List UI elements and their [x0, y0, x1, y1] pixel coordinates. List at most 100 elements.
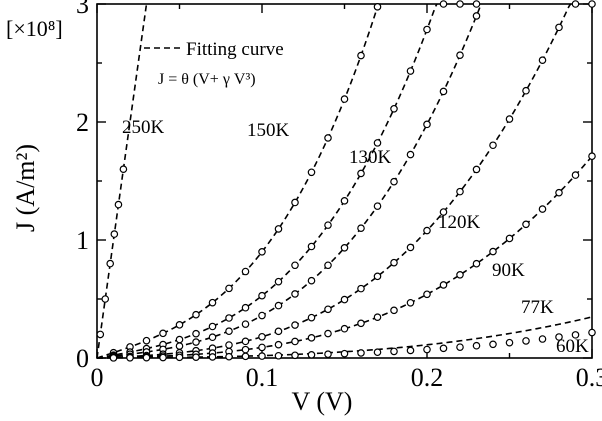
- data-point-150k: [307, 168, 316, 177]
- data-point-60k: [588, 328, 596, 337]
- data-point-77k: [555, 188, 563, 197]
- data-point-60k: [142, 353, 151, 362]
- data-point-130k: [258, 291, 266, 300]
- data-point-130k: [175, 335, 184, 344]
- data-point-130k: [472, 0, 481, 8]
- data-point-77k: [505, 234, 514, 243]
- data-point-77k: [373, 313, 382, 321]
- data-point-90k: [456, 187, 464, 196]
- data-point-60k: [307, 351, 316, 359]
- data-point-250k: [119, 165, 128, 174]
- data-point-120k: [456, 51, 464, 60]
- data-point-60k: [538, 335, 547, 343]
- data-point-60k: [555, 333, 563, 341]
- data-point-150k: [241, 267, 250, 276]
- data-point-77k: [324, 329, 332, 338]
- data-point-120k: [406, 150, 415, 159]
- series-label-60k: 60K: [556, 336, 589, 357]
- data-point-77k: [291, 337, 299, 346]
- data-point-60k: [406, 346, 415, 355]
- data-point-150k: [175, 321, 184, 329]
- y-axis-label: J (A/m²): [11, 144, 40, 232]
- data-point-130k: [241, 303, 250, 312]
- data-point-130k: [357, 169, 365, 178]
- data-point-60k: [373, 348, 382, 357]
- series-label-120k: 120K: [438, 212, 481, 233]
- data-point-77k: [588, 152, 596, 161]
- data-point-77k: [307, 334, 316, 342]
- data-point-90k: [291, 321, 299, 329]
- data-point-90k: [357, 284, 365, 293]
- data-point-60k: [522, 337, 530, 345]
- data-point-150k: [291, 198, 299, 207]
- series-label-130k: 130K: [349, 147, 392, 168]
- data-point-60k: [505, 338, 514, 347]
- series-label-90k: 90K: [492, 260, 525, 281]
- data-point-130k: [225, 314, 233, 322]
- data-point-90k: [373, 272, 382, 281]
- data-point-90k: [538, 56, 547, 64]
- data-point-90k: [571, 0, 580, 8]
- data-point-130k: [291, 261, 299, 270]
- y-tick-label: 1: [76, 226, 89, 255]
- data-point-130k: [456, 0, 464, 8]
- data-point-120k: [439, 87, 448, 96]
- data-point-60k: [571, 331, 580, 339]
- data-point-150k: [192, 310, 200, 319]
- fit-curve-250k: [96, 3, 149, 359]
- data-point-60k: [439, 344, 448, 353]
- axes: 0 0.1 0.2 0.3 0 1 2 3: [76, 0, 602, 392]
- data-point-150k: [258, 248, 266, 256]
- data-point-150k: [159, 329, 167, 338]
- data-point-250k: [106, 259, 115, 268]
- data-point-90k: [307, 313, 316, 322]
- x-tick-label: 0.2: [411, 363, 444, 392]
- data-point-120k: [208, 333, 217, 342]
- data-point-77k: [571, 171, 580, 179]
- data-point-130k: [324, 221, 332, 229]
- data-point-60k: [390, 347, 398, 356]
- data-point-120k: [307, 276, 316, 285]
- data-point-77k: [522, 220, 530, 229]
- data-point-120k: [423, 120, 431, 129]
- data-point-60k: [225, 352, 233, 361]
- data-point-90k: [505, 115, 514, 123]
- data-point-90k: [423, 226, 431, 235]
- data-point-60k: [472, 341, 481, 350]
- data-point-130k: [192, 329, 200, 338]
- data-point-77k: [274, 340, 283, 349]
- data-point-130k: [274, 277, 283, 286]
- data-point-120k: [225, 327, 233, 336]
- data-point-90k: [472, 165, 481, 174]
- data-point-77k: [489, 247, 497, 256]
- series-label-250k: 250K: [122, 117, 165, 138]
- data-point-60k: [456, 343, 464, 351]
- data-point-90k: [555, 23, 563, 32]
- y-tick-label: 3: [76, 0, 89, 19]
- data-point-60k: [340, 349, 349, 358]
- fit-curve-150k: [96, 3, 380, 359]
- data-point-77k: [390, 306, 398, 315]
- data-point-60k: [192, 353, 200, 361]
- series-label-77k: 77K: [521, 297, 554, 318]
- data-point-120k: [390, 177, 398, 186]
- data-point-60k: [208, 353, 217, 361]
- data-point-250k: [110, 230, 119, 238]
- data-point-250k: [101, 295, 110, 303]
- data-point-150k: [357, 51, 365, 60]
- data-point-150k: [340, 95, 349, 103]
- data-point-120k: [324, 261, 332, 270]
- data-point-60k: [175, 353, 184, 362]
- fit-curve-130k: [96, 3, 438, 359]
- data-point-120k: [472, 12, 481, 20]
- data-markers: [96, 0, 596, 362]
- data-point-120k: [241, 320, 250, 328]
- data-point-120k: [340, 243, 349, 252]
- data-point-150k: [274, 225, 283, 233]
- data-point-90k: [588, 0, 596, 8]
- data-point-130k: [439, 0, 448, 8]
- data-point-77k: [423, 290, 431, 299]
- data-point-90k: [390, 258, 398, 267]
